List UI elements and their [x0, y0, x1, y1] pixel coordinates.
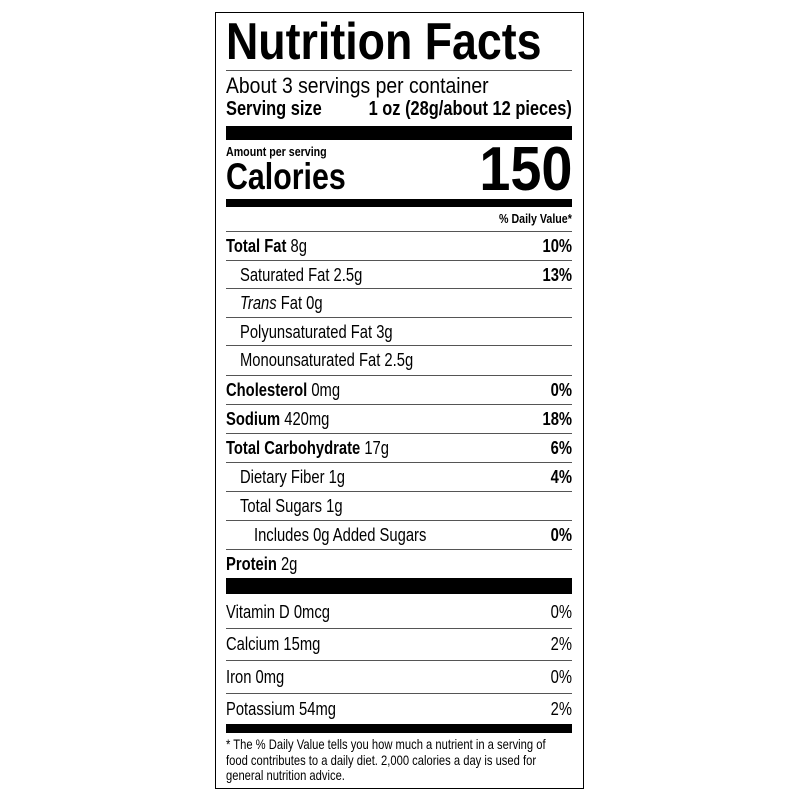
thick-divider: [226, 578, 572, 594]
medium-divider: [226, 199, 572, 207]
nutrient-row-polyunsaturated-fat: Polyunsaturated Fat 3g: [226, 317, 572, 346]
nutrient-row-saturated-fat: Saturated Fat 2.5g 13%: [226, 260, 572, 289]
nutrient-row-total-sugars: Total Sugars 1g: [226, 491, 572, 520]
calories-value: 150: [478, 135, 572, 204]
footnote: * The % Daily Value tells you how much a…: [226, 736, 546, 783]
nutrient-row-total-carbohydrate: Total Carbohydrate 17g 6%: [226, 433, 572, 462]
serving-size-label: Serving size: [226, 98, 322, 120]
vitamin-row-vitamin-d: Vitamin D 0mcg 0%: [226, 602, 572, 622]
vitamin-row-potassium: Potassium 54mg 2%: [226, 693, 572, 724]
nutrient-row-trans-fat: Trans Fat 0g: [226, 288, 572, 317]
divider: [226, 70, 572, 71]
nutrient-row-added-sugars: Includes 0g Added Sugars 0%: [226, 520, 572, 549]
nutrient-row-monounsaturated-fat: Monounsaturated Fat 2.5g: [226, 345, 572, 374]
nutrient-row-total-fat: Total Fat 8g 10%: [226, 231, 572, 260]
amount-per-serving: Amount per serving: [226, 144, 327, 159]
calories-label: Calories: [226, 156, 346, 197]
thick-divider: [226, 126, 572, 140]
nutrient-row-dietary-fiber: Dietary Fiber 1g 4%: [226, 462, 572, 491]
nutrient-row-cholesterol: Cholesterol 0mg 0%: [226, 375, 572, 404]
medium-divider: [226, 724, 572, 733]
vitamin-row-calcium: Calcium 15mg 2%: [226, 628, 572, 660]
servings-per-container: About 3 servings per container: [226, 73, 489, 98]
vitamin-row-iron: Iron 0mg 0%: [226, 660, 572, 693]
daily-value-header: % Daily Value*: [499, 211, 572, 226]
nutrition-label: [215, 12, 584, 789]
serving-size-value: 1 oz (28g/about 12 pieces): [368, 98, 572, 120]
nutrient-row-protein: Protein 2g: [226, 549, 572, 578]
label-title: Nutrition Facts: [226, 13, 542, 71]
nutrient-row-sodium: Sodium 420mg 18%: [226, 404, 572, 433]
